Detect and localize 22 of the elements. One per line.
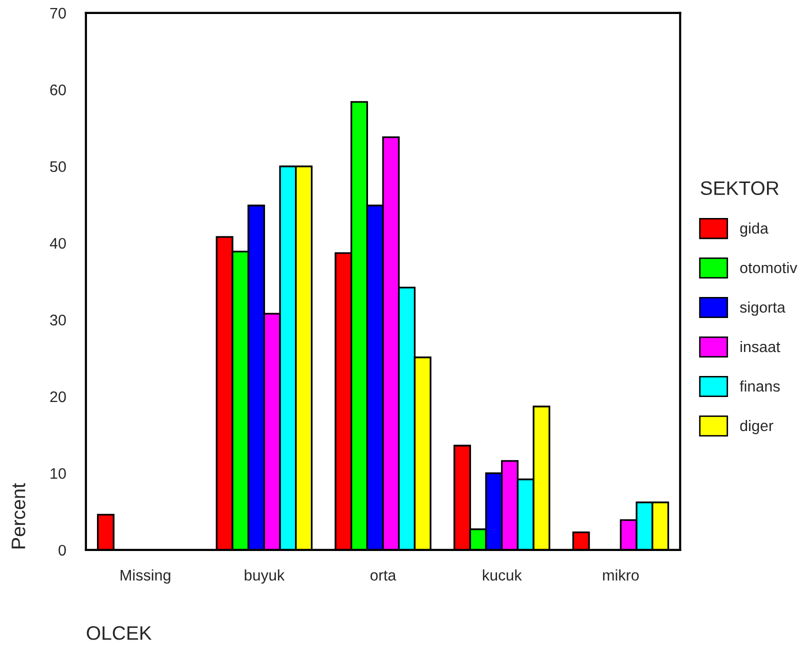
x-tick-label: mikro <box>603 569 639 581</box>
y-tick-label: 0 <box>58 544 66 556</box>
x-tick-label: orta <box>370 570 396 581</box>
legend-label: finans <box>740 380 780 392</box>
legend-label: gida <box>740 222 768 237</box>
legend-label: diger <box>740 420 774 434</box>
y-tick-label: 20 <box>50 391 66 402</box>
y-tick-label: 10 <box>50 468 66 479</box>
x-axis-title: OLCEK <box>86 626 152 640</box>
legend-label: sigorta <box>740 301 786 316</box>
y-axis-title: Percent <box>12 483 26 548</box>
y-tick-label: 50 <box>50 161 66 172</box>
y-tick-label: 30 <box>50 314 66 326</box>
legend-label: insaat <box>740 340 780 352</box>
y-tick-label: 60 <box>50 84 66 96</box>
legend-label: otomotiv <box>740 262 798 274</box>
x-tick-label: Missing <box>120 569 170 584</box>
legend-title: SEKTOR <box>700 181 779 196</box>
x-tick-label: kucuk <box>482 569 522 581</box>
y-tick-label: 70 <box>50 8 66 19</box>
x-tick-label: buyuk <box>244 569 285 584</box>
y-tick-label: 40 <box>50 238 66 249</box>
